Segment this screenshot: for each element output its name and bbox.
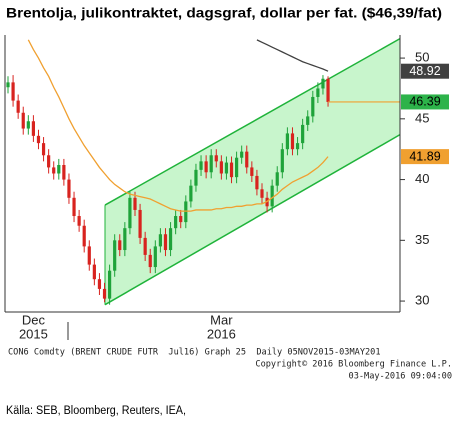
candle-body [280,149,284,173]
candle-body [311,96,315,117]
candle-body [229,162,234,178]
candle-body [21,112,25,129]
candle-body [189,185,193,202]
value-box-label: 46.39 [409,95,440,109]
candle-body [260,189,264,198]
x-tick-year: 2016 [207,326,236,341]
footer-line: CON6 Comdty (BRENT CRUDE FUTR Jul16) Gra… [8,348,381,358]
candle-body [301,124,305,144]
candle-body [290,133,295,150]
channel-line [104,133,401,306]
candle-body [31,121,35,136]
candle-body [138,209,142,238]
value-box [401,63,449,79]
candle-body [16,100,20,113]
value-box-label: 41.89 [409,149,440,163]
candle-body [179,216,183,223]
candle-body [87,246,91,265]
chart-title: Brentolja, julikontraktet, dagsgraf, dol… [6,5,442,21]
candle-body [47,155,51,168]
candle-body [57,164,61,174]
value-box [401,149,449,165]
candle-body [123,228,127,251]
candle-body [204,161,208,173]
candle-body [214,155,218,162]
value-box [401,94,449,110]
candle-body [174,216,178,229]
footer-line: 03-May-2016 09:04:00 [349,372,452,382]
y-tick-label: 50 [415,50,429,65]
candle-body [41,143,46,156]
candle-body [92,264,96,280]
candle-body [102,288,107,299]
y-tick-label: 45 [415,110,429,125]
candle-body [285,133,289,150]
y-tick-label: 30 [415,293,429,308]
candle-body [113,240,117,271]
candle-body [194,169,198,186]
candle-body [295,143,300,150]
moving-average [256,39,329,72]
x-tick-label: Mar [210,312,233,327]
candle-body [148,254,152,268]
candle-body [326,78,330,102]
candle-body [72,197,76,217]
candle-body [82,225,86,247]
candle-body [97,279,102,289]
candle-body [245,151,249,168]
x-tick-label: Dec [22,312,46,327]
candle-body [77,216,81,226]
footer-line: Copyright© 2016 Bloomberg Finance L.P. [255,360,452,370]
candle-body [67,179,71,198]
candle-body [219,161,223,174]
candle-body [250,167,254,176]
candle-body [163,234,168,251]
candle-body [199,161,203,170]
candle-body [153,246,157,268]
candle-body [224,162,229,174]
candle-body [275,172,279,186]
moving-average [27,39,329,212]
source-note: Källa: SEB, Bloomberg, Reuters, IEA, [6,405,186,417]
x-tick-year: 2015 [19,326,48,341]
candle-body [62,164,66,180]
candle-body [158,234,162,247]
plot-area [6,37,401,306]
candle-body [6,82,10,88]
candle-body [255,175,259,190]
candle-body [168,228,173,251]
candle-body [270,185,274,207]
candle-body [143,237,147,255]
candle-body [240,151,244,158]
candle-body [133,197,137,210]
candle-body [316,88,320,97]
candle-body [52,167,56,174]
candle-body [26,121,30,129]
y-tick-label: 40 [415,171,429,186]
candle-body [11,82,15,101]
candle-body [108,270,112,299]
candle-body [321,78,325,89]
candle-body [235,157,239,178]
candle-body [209,155,213,173]
candle-body [128,197,132,229]
value-box-label: 48.92 [409,64,440,78]
channel-line [104,37,401,206]
y-tick-label: 35 [415,232,429,247]
candle-body [36,135,41,144]
candle-body [306,116,310,125]
candle-body [118,240,122,251]
